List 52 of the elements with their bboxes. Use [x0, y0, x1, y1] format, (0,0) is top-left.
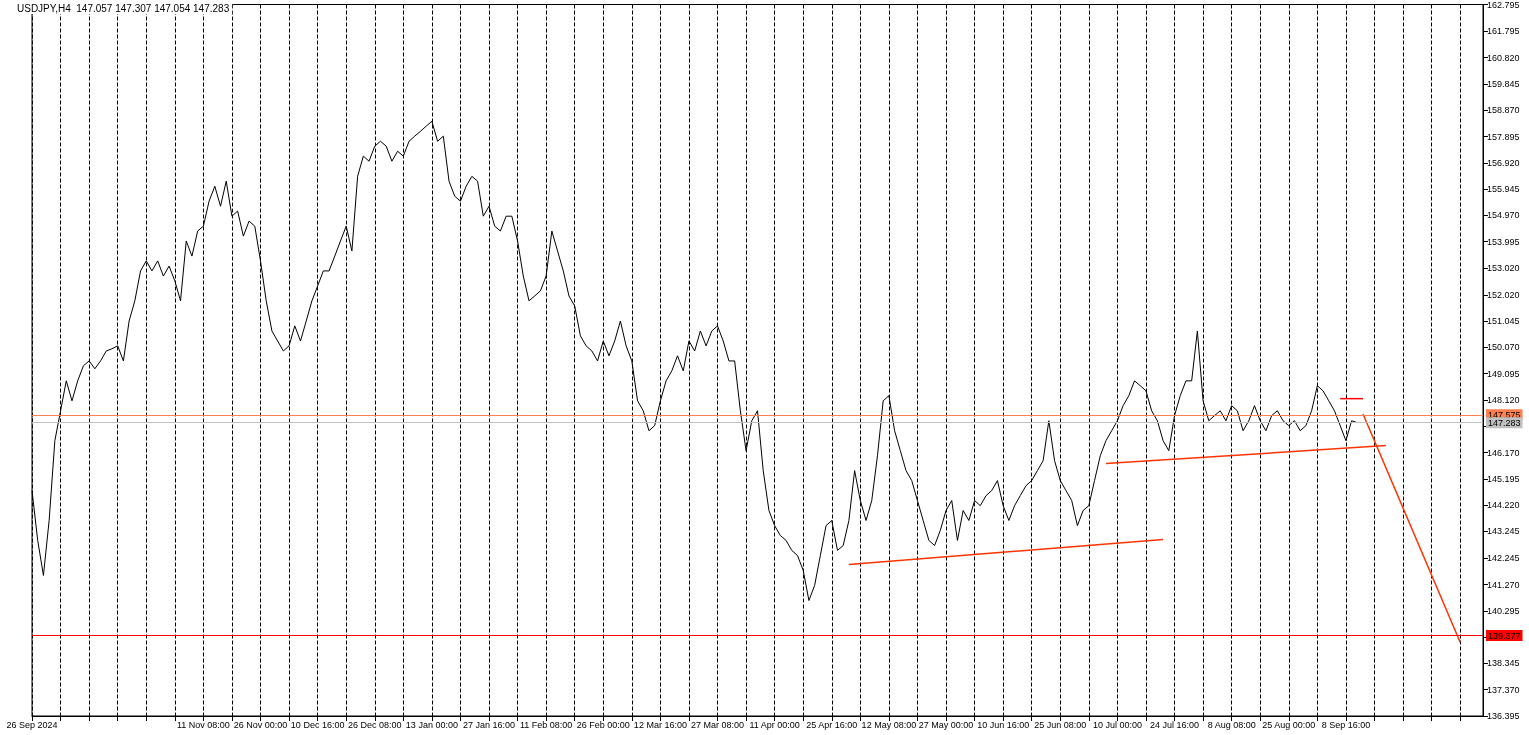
- y-tick-label: 161.795: [1487, 26, 1520, 37]
- x-tick-label: 27 Jan 16:00: [462, 719, 516, 730]
- y-tick-label: 142.245: [1487, 553, 1520, 564]
- x-tick-label: 12 Mar 16:00: [633, 719, 687, 730]
- x-tick-label: 10 Jun 16:00: [977, 719, 1030, 730]
- y-tick-label: 152.020: [1487, 289, 1520, 300]
- y-tick-label: 149.095: [1487, 368, 1520, 379]
- x-tick-label: 26 Dec 08:00: [347, 719, 402, 730]
- y-tick-label: 150.070: [1487, 342, 1520, 353]
- ref-line-label: 147.283: [1488, 417, 1521, 428]
- ref-line-label: 139.377: [1488, 630, 1521, 641]
- y-tick-label: 145.195: [1487, 473, 1520, 484]
- y-tick-label: 137.370: [1487, 684, 1520, 695]
- y-tick-label: 140.295: [1487, 605, 1520, 616]
- y-tick-label: 160.820: [1487, 52, 1520, 63]
- x-tick-label: 26 Nov 00:00: [233, 719, 288, 730]
- x-tick-label: 26 Feb 00:00: [576, 719, 630, 730]
- y-tick-label: 141.270: [1487, 579, 1520, 590]
- x-tick-label: 27 Mar 08:00: [690, 719, 745, 730]
- x-tick-label: 10 Jul 00:00: [1092, 719, 1142, 730]
- y-tick-label: 144.220: [1487, 500, 1520, 511]
- x-tick-label: 25 Aug 00:00: [1262, 719, 1316, 730]
- y-tick-label: 143.245: [1487, 526, 1520, 537]
- y-tick-label: 151.045: [1487, 316, 1520, 327]
- y-tick-label: 155.945: [1487, 184, 1520, 195]
- x-tick-label: 11 Nov 08:00: [176, 719, 230, 730]
- y-tick-label: 148.120: [1487, 395, 1520, 405]
- y-tick-label: 157.895: [1487, 131, 1520, 142]
- x-tick-label: 11 Apr 00:00: [749, 719, 800, 730]
- ref-line-label: 147.575: [1488, 409, 1521, 420]
- y-tick-label: 136.395: [1487, 711, 1520, 721]
- x-tick-label: 27 May 00:00: [918, 719, 974, 730]
- y-tick-label: 146.170: [1487, 447, 1520, 458]
- x-tick-label: 10 Dec 16:00: [290, 719, 345, 730]
- y-tick-label: 138.345: [1487, 658, 1520, 669]
- y-tick-label: 162.795: [1487, 0, 1520, 10]
- x-tick-label: 25 Jun 08:00: [1034, 719, 1087, 730]
- x-tick-label: 13 Jan 00:00: [405, 719, 458, 730]
- x-tick-label: 26 Sep 2024: [6, 719, 58, 730]
- y-tick-label: 153.020: [1487, 262, 1520, 273]
- y-tick-label: 156.920: [1487, 157, 1520, 168]
- x-tick-label: 12 May 08:00: [861, 719, 917, 730]
- y-tick-label: 154.970: [1487, 210, 1520, 221]
- x-tick-label: 24 Jul 16:00: [1150, 719, 1200, 730]
- y-tick-label: 158.870: [1487, 105, 1520, 116]
- x-tick-label: 11 Feb 08:00: [519, 719, 573, 730]
- x-tick-label: 8 Aug 08:00: [1207, 719, 1256, 730]
- x-tick-label: 8 Sep 16:00: [1321, 719, 1371, 730]
- y-tick-label: 153.995: [1487, 236, 1520, 247]
- x-tick-label: 25 Apr 16:00: [806, 719, 858, 730]
- chart-title: USDJPY,H4 147.057 147.307 147.054 147.283: [17, 2, 230, 14]
- y-tick-label: 159.845: [1487, 79, 1520, 89]
